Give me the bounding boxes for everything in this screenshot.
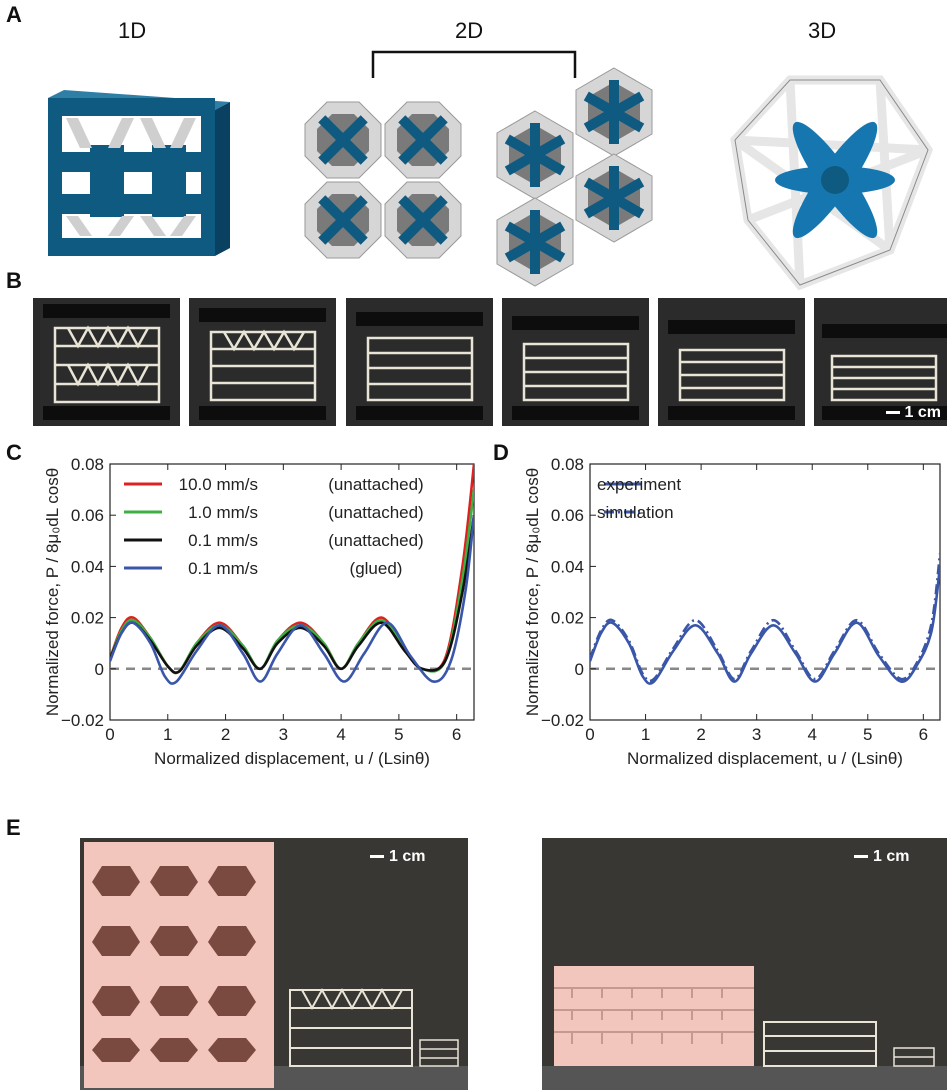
y-tick-label: 0.08 bbox=[551, 455, 584, 474]
chart-c: 0 1 2 3 4 5 6−0.0200.020.040.060.08Normalized … bbox=[43, 455, 475, 768]
legend-name-1: simulation bbox=[597, 503, 674, 522]
y-tick-label: 0 bbox=[575, 660, 584, 679]
panel-c-letter: C bbox=[6, 440, 22, 465]
y-axis-label: Normalized force, P / 8μ₀dL cosθ bbox=[43, 468, 62, 716]
y-tick-label: 0.02 bbox=[71, 609, 104, 628]
panel-a-letter: A bbox=[6, 2, 22, 27]
legend-tag-0: (unattached) bbox=[328, 475, 423, 494]
3d-structure bbox=[730, 75, 934, 291]
x-tick-label: 2 bbox=[221, 725, 230, 744]
x-tick-label: 5 bbox=[863, 725, 872, 744]
x-tick-label: 2 bbox=[696, 725, 705, 744]
legend-tag-3: (glued) bbox=[350, 559, 403, 578]
compression-photo-5 bbox=[658, 298, 805, 426]
scale-bar-e-right: 1 cm bbox=[854, 848, 909, 866]
panel-e-letter: E bbox=[6, 815, 21, 840]
y-tick-label: 0.06 bbox=[551, 506, 584, 525]
scale-bar-b: 1 cm bbox=[885, 404, 941, 422]
x-tick-label: 4 bbox=[336, 725, 345, 744]
y-tick-label: 0.02 bbox=[551, 609, 584, 628]
legend-name-1: 1.0 mm/s bbox=[188, 503, 258, 522]
scaled-samples-photo-right: 1 cm bbox=[542, 838, 947, 1090]
y-axis-label: Normalized force, P / 8μ₀dL cosθ bbox=[523, 468, 542, 716]
x-tick-label: 5 bbox=[394, 725, 403, 744]
x-tick-label: 6 bbox=[452, 725, 461, 744]
scaled-samples-photo-left: 1 cm bbox=[80, 838, 468, 1090]
label-1d: 1D bbox=[118, 18, 147, 43]
legend-name-2: 0.1 mm/s bbox=[188, 531, 258, 550]
legend-tag-1: (unattached) bbox=[328, 503, 423, 522]
chart-d: 0 1 2 3 4 5 6−0.0200.020.040.060.08Normalized … bbox=[523, 455, 941, 768]
panel-b-letter: B bbox=[6, 268, 22, 293]
label-2d: 2D bbox=[455, 18, 484, 43]
y-tick-label: 0.06 bbox=[71, 506, 104, 525]
2d-square-lattice bbox=[304, 101, 462, 259]
x-tick-label: 4 bbox=[807, 725, 816, 744]
x-tick-label: 1 bbox=[641, 725, 650, 744]
x-tick-label: 3 bbox=[752, 725, 761, 744]
2d-hexagonal-lattice bbox=[496, 67, 653, 287]
plot-frame bbox=[589, 463, 941, 721]
compression-photo-6: 1 cm bbox=[814, 298, 947, 426]
y-tick-label: 0 bbox=[95, 660, 104, 679]
legend-tag-2: (unattached) bbox=[328, 531, 423, 550]
legend-name-0: experiment bbox=[597, 475, 681, 494]
x-tick-label: 0 bbox=[585, 725, 594, 744]
compression-photo-3 bbox=[346, 298, 493, 426]
series-line-1 bbox=[590, 553, 940, 683]
label-3d: 3D bbox=[808, 18, 837, 43]
compression-photo-2 bbox=[189, 298, 336, 426]
x-axis-label: Normalized displacement, u / (Lsinθ) bbox=[627, 749, 903, 768]
series-group bbox=[110, 464, 474, 685]
panel-a-illustrations bbox=[48, 50, 934, 291]
compression-photo-4 bbox=[502, 298, 649, 426]
x-tick-label: 6 bbox=[919, 725, 928, 744]
series-line-3 bbox=[110, 515, 474, 685]
y-tick-label: 0.04 bbox=[551, 557, 584, 576]
scale-bar-e-left: 1 cm bbox=[370, 848, 425, 866]
panel-d-letter: D bbox=[493, 440, 509, 465]
x-axis-label: Normalized displacement, u / (Lsinθ) bbox=[154, 749, 430, 768]
compression-photo-1 bbox=[33, 298, 180, 426]
2d-bracket bbox=[371, 50, 577, 78]
series-group bbox=[590, 553, 940, 685]
x-tick-label: 0 bbox=[105, 725, 114, 744]
x-tick-label: 3 bbox=[279, 725, 288, 744]
y-tick-label: −0.02 bbox=[541, 711, 584, 730]
y-tick-label: −0.02 bbox=[61, 711, 104, 730]
plot-frame bbox=[109, 463, 475, 721]
legend-name-0: 10.0 mm/s bbox=[179, 475, 258, 494]
y-tick-label: 0.04 bbox=[71, 557, 104, 576]
series-line-0 bbox=[110, 464, 474, 675]
legend-name-3: 0.1 mm/s bbox=[188, 559, 258, 578]
x-tick-label: 1 bbox=[163, 725, 172, 744]
1d-structure bbox=[48, 90, 230, 256]
y-tick-label: 0.08 bbox=[71, 455, 104, 474]
